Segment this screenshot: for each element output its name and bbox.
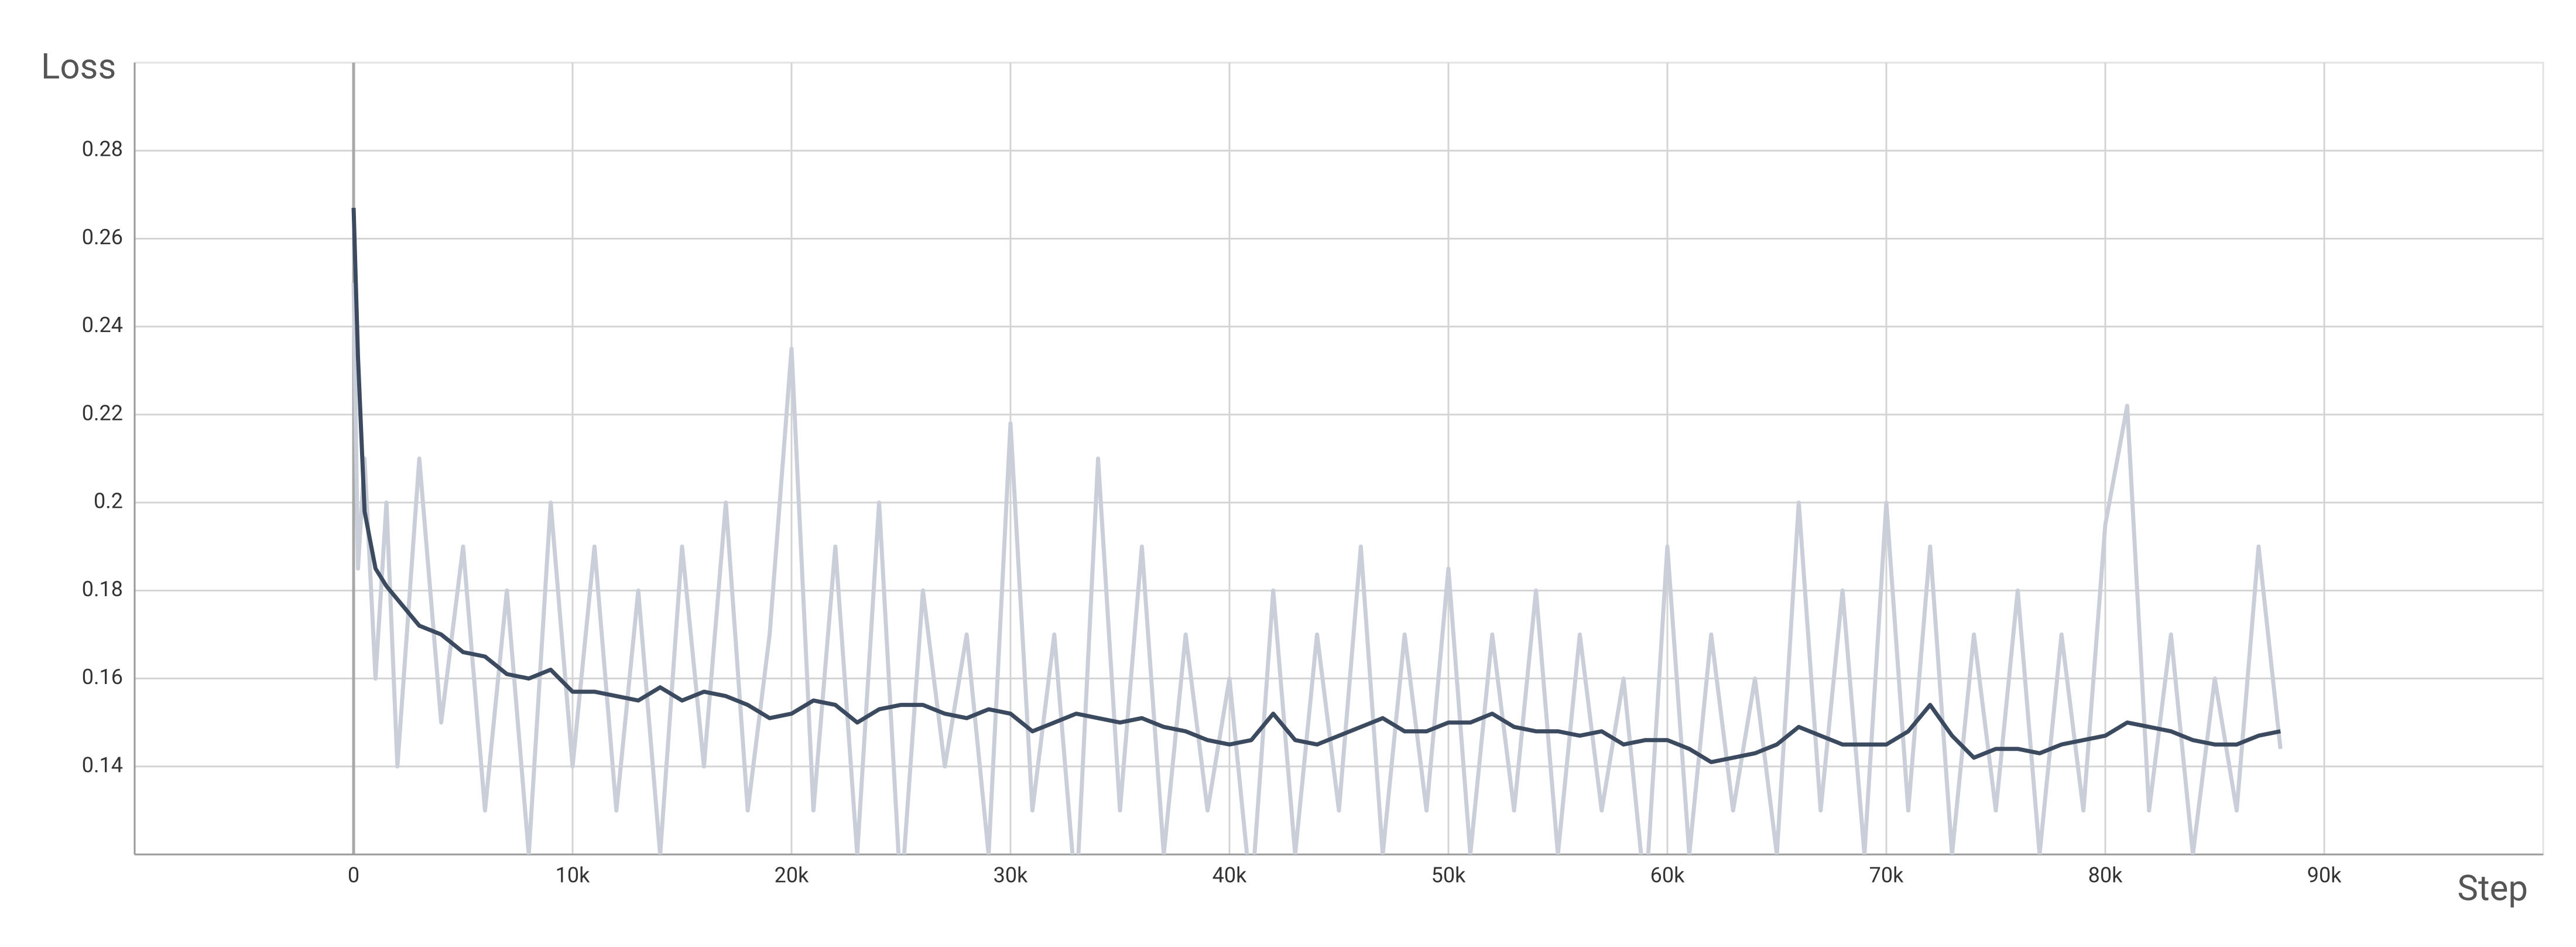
- y-tick-label: 0.2: [94, 489, 123, 514]
- x-tick-label: 20k: [775, 863, 809, 888]
- x-tick-label: 10k: [556, 863, 590, 888]
- x-tick-label: 90k: [2307, 863, 2342, 888]
- x-tick-label: 80k: [2088, 863, 2123, 888]
- x-tick-label: 0: [348, 863, 359, 888]
- y-tick-label: 0.26: [82, 225, 123, 249]
- x-tick-label: 60k: [1650, 863, 1685, 888]
- x-tick-label: 40k: [1212, 863, 1247, 888]
- y-axis-title: Loss: [41, 46, 116, 87]
- plot-area: [351, 207, 2283, 854]
- x-tick-label: 50k: [1431, 863, 1466, 888]
- y-tick-label: 0.22: [82, 401, 123, 425]
- y-tick-label: 0.18: [82, 577, 123, 601]
- x-axis-title: Step: [2457, 867, 2528, 909]
- x-tick-label: 70k: [1869, 863, 1904, 888]
- series-line: [351, 282, 2283, 854]
- y-tick-label: 0.24: [82, 313, 123, 337]
- y-tick-label: 0.28: [82, 137, 123, 162]
- x-tick-label: 30k: [994, 863, 1028, 888]
- series-line: [351, 207, 2281, 764]
- y-tick-label: 0.14: [82, 753, 123, 777]
- y-tick-label: 0.16: [82, 665, 123, 689]
